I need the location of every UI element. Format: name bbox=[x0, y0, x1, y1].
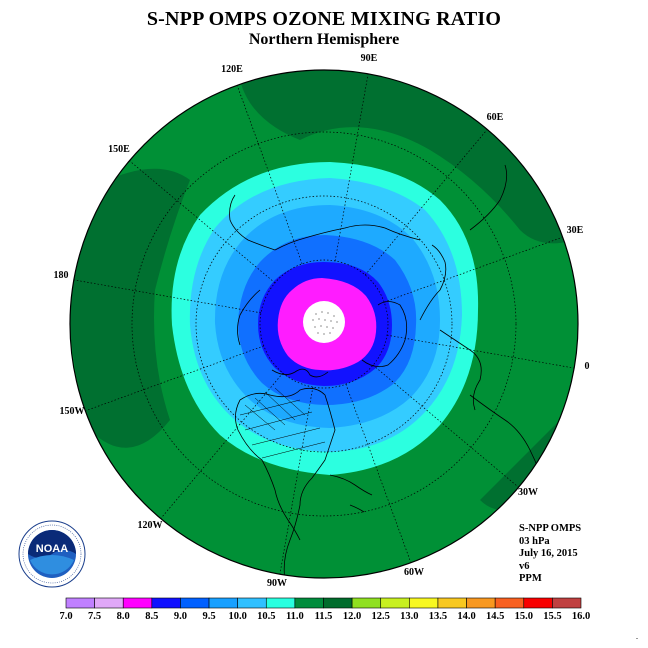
meridian-line bbox=[334, 73, 369, 262]
info-block: S-NPP OMPS 03 hPa July 16, 2015 v6 PPM bbox=[519, 523, 581, 586]
colorbar-tick-label: 14.5 bbox=[486, 611, 504, 622]
meridian-line bbox=[279, 386, 314, 575]
colorbar-tick-label: 15.0 bbox=[515, 611, 533, 622]
colorbar-swatch bbox=[294, 597, 324, 609]
meridian-line bbox=[386, 334, 575, 369]
lon-label-90e: 90E bbox=[361, 53, 378, 64]
meridian-line bbox=[345, 384, 412, 563]
colorbar-swatch bbox=[65, 597, 95, 609]
colorbar-swatch bbox=[351, 597, 382, 609]
lon-label-120e: 120E bbox=[221, 64, 243, 75]
corner-mark bbox=[636, 638, 638, 639]
center-dots bbox=[312, 311, 338, 335]
meridian-line bbox=[364, 129, 488, 276]
colorbar-tick-label: 9.0 bbox=[174, 611, 187, 622]
info-date: July 16, 2015 bbox=[519, 548, 578, 559]
band-11-5-west bbox=[70, 168, 190, 448]
longitude-lines bbox=[73, 73, 575, 575]
colorbar-tick-label: 7.0 bbox=[59, 611, 72, 622]
lon-label-60e: 60E bbox=[487, 112, 504, 123]
lon-label-30w: 30W bbox=[518, 487, 538, 498]
lon-label-90w: 90W bbox=[267, 578, 287, 589]
lon-label-30e: 30E bbox=[567, 225, 584, 236]
map-center-no-data bbox=[303, 301, 345, 343]
meridian-line bbox=[129, 160, 276, 284]
colorbar-swatch bbox=[552, 597, 582, 609]
lon-label-120w: 120W bbox=[138, 520, 163, 531]
lon-label-0: 0 bbox=[585, 361, 590, 372]
lon-label-180: 180 bbox=[54, 270, 69, 281]
state-boundaries bbox=[239, 387, 326, 459]
colorbar-tick-label: 15.5 bbox=[543, 611, 561, 622]
colorbar-tick-label: 13.0 bbox=[400, 611, 418, 622]
lon-label-60w: 60W bbox=[404, 567, 424, 578]
colorbar-swatch bbox=[151, 597, 181, 609]
colorbar-tick-label: 10.5 bbox=[257, 611, 275, 622]
globe-boundary bbox=[69, 69, 579, 579]
map-subtitle: Northern Hemisphere bbox=[248, 31, 400, 48]
colorbar-swatch bbox=[122, 597, 153, 609]
colorbar-swatch bbox=[466, 597, 496, 609]
colorbar-swatch bbox=[494, 597, 525, 609]
colorbar-tick-label: 12.5 bbox=[372, 611, 390, 622]
meridian-line bbox=[372, 364, 519, 488]
coastlines bbox=[229, 164, 546, 578]
colorbar-swatch bbox=[323, 597, 353, 609]
colorbar-swatch bbox=[180, 597, 210, 609]
colorbar-tick-label: 11.5 bbox=[315, 611, 333, 622]
latitude-lines bbox=[131, 131, 517, 517]
info-instrument: S-NPP OMPS bbox=[519, 523, 582, 534]
svg-text:NOAA: NOAA bbox=[36, 543, 68, 555]
colorbar-swatch bbox=[94, 597, 124, 609]
colorbar-tick-label: 7.5 bbox=[88, 611, 101, 622]
band-11-5-north bbox=[240, 70, 575, 244]
meridian-line bbox=[384, 236, 563, 303]
colorbar-tick-label: 12.0 bbox=[343, 611, 361, 622]
meridian-line bbox=[160, 372, 284, 519]
meridian-line bbox=[236, 85, 303, 264]
colorbar-tick-label: 11.0 bbox=[286, 611, 304, 622]
band-11-5-east bbox=[480, 420, 570, 510]
colorbar-swatch bbox=[409, 597, 439, 609]
colorbar-swatch bbox=[265, 597, 296, 609]
colorbar-swatch bbox=[208, 597, 238, 609]
colorbar-tick-label: 13.5 bbox=[429, 611, 447, 622]
info-pressure: 03 hPa bbox=[519, 535, 550, 547]
colorbar-swatch bbox=[380, 597, 410, 609]
colorbar-swatch bbox=[437, 597, 467, 609]
colorbar: 7.0 7.5 8.0 8.5 9.0 9.5 10.0 10.5 11.0 11.5 12.0 12… bbox=[59, 597, 590, 622]
info-units: PPM bbox=[519, 573, 542, 584]
colorbar-swatch bbox=[237, 597, 267, 609]
lon-label-150w: 150W bbox=[60, 406, 85, 417]
colorbar-tick-label: 8.0 bbox=[117, 611, 130, 622]
colorbar-swatch bbox=[523, 597, 553, 609]
noaa-logo: NOAA bbox=[18, 520, 86, 588]
meridian-line bbox=[85, 345, 264, 412]
colorbar-tick-label: 10.0 bbox=[228, 611, 246, 622]
colorbar-tick-label: 9.5 bbox=[202, 611, 215, 622]
colorbar-tick-label: 8.5 bbox=[145, 611, 158, 622]
colorbar-tick-label: 16.0 bbox=[572, 611, 590, 622]
map-title: S-NPP OMPS OZONE MIXING RATIO bbox=[146, 8, 502, 30]
lon-label-150e: 150E bbox=[108, 144, 130, 155]
colorbar-tick-label: 14.0 bbox=[457, 611, 475, 622]
info-version: v6 bbox=[519, 560, 530, 572]
meridian-line bbox=[73, 279, 262, 314]
